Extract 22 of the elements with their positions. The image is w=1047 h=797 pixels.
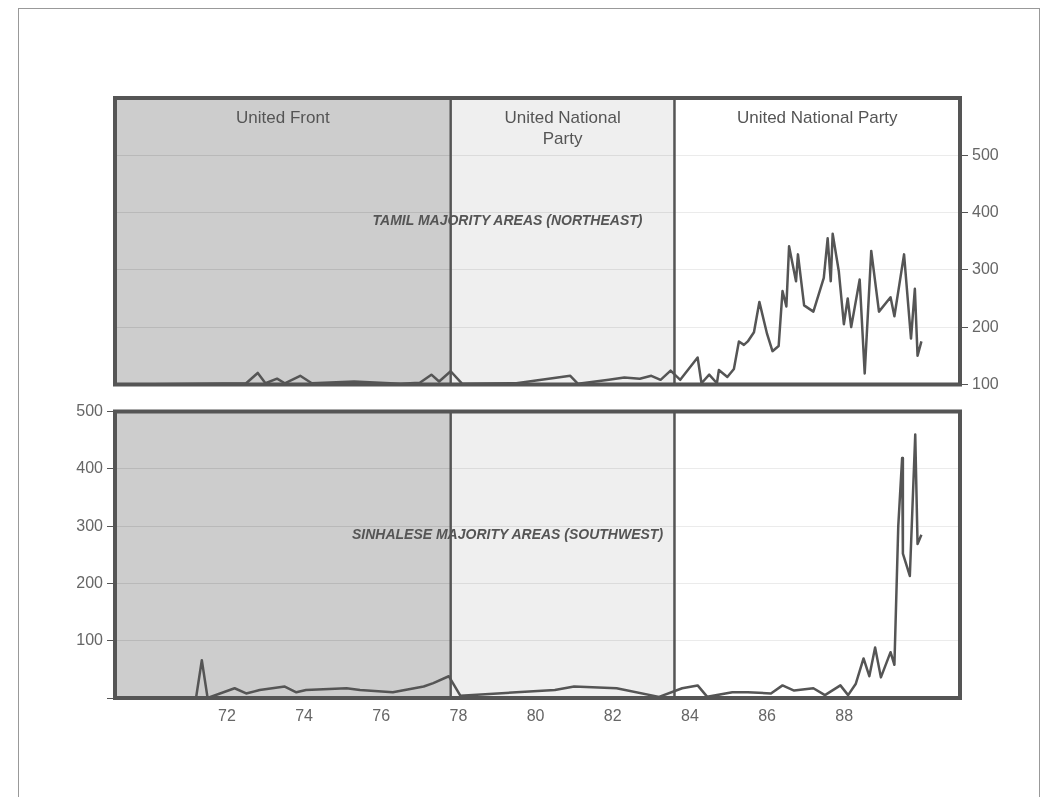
- y-tick-label: 200: [76, 573, 104, 591]
- y2-tick-label: 500: [972, 145, 999, 163]
- x-tick-label: 76: [372, 707, 391, 725]
- band-label: United National Party: [736, 108, 899, 128]
- x-tick-label: 82: [603, 707, 622, 725]
- x-tick-label: 74: [295, 707, 314, 725]
- x-tick-label: 86: [758, 707, 777, 725]
- y-tick-label: 500: [76, 402, 104, 420]
- band-label: United National Party: [504, 108, 621, 149]
- y-tick-label: 400: [76, 459, 104, 477]
- y2-tick-label: 200: [972, 317, 999, 335]
- x-tick-label: 80: [526, 707, 545, 725]
- y2-tick-label: 100: [972, 374, 999, 392]
- y-tick-label: 100: [76, 631, 104, 649]
- x-tick-label: 88: [835, 707, 854, 725]
- band-label: United Front: [236, 108, 330, 128]
- x-tick-label: 84: [681, 707, 699, 725]
- x-tick-label: 72: [218, 707, 236, 725]
- x-tick-label: 78: [449, 707, 468, 725]
- y2-tick-label: 300: [972, 260, 999, 278]
- y2-tick-label: 400: [972, 202, 999, 220]
- y-tick-label: 300: [76, 516, 104, 534]
